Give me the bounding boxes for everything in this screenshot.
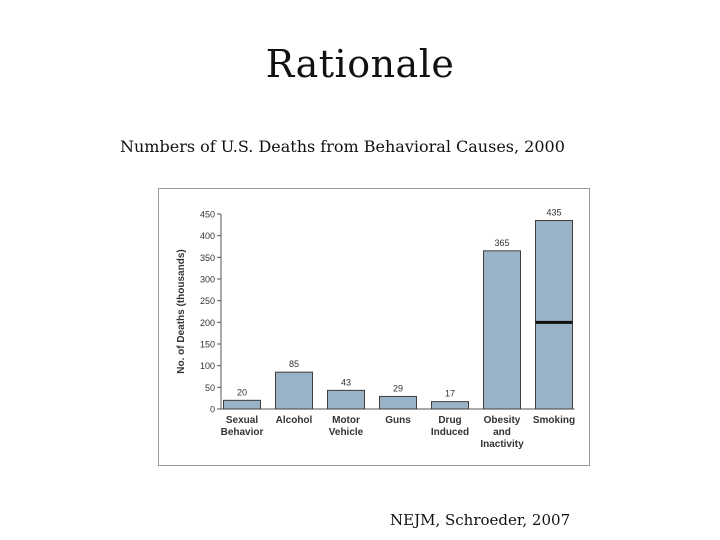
x-tick-label-line: Vehicle	[329, 427, 364, 438]
x-tick-label-line: Guns	[385, 415, 411, 426]
y-tick-label: 100	[200, 361, 215, 371]
citation: NEJM, Schroeder, 2007	[390, 511, 571, 529]
y-tick-label: 200	[200, 318, 215, 328]
y-tick-label: 400	[200, 231, 215, 241]
bar	[379, 395, 417, 410]
y-tick-label: 150	[200, 340, 215, 350]
x-tick-label-line: Smoking	[533, 415, 575, 426]
chart-frame: 0 50 100 150 200 250 300 350 400 450 No. of Deaths…	[158, 188, 590, 466]
chart-subtitle: Numbers of U.S. Deaths from Behavioral C…	[120, 137, 565, 156]
y-tick-label: 300	[200, 275, 215, 285]
data-label: 365	[494, 238, 509, 248]
bar	[483, 250, 521, 410]
x-tick-label: Motor Vehicle	[329, 415, 364, 438]
data-label: 435	[546, 208, 561, 218]
bar	[327, 389, 365, 410]
x-tick-label-line: Sexual	[226, 415, 258, 426]
x-tick-label: Guns	[385, 415, 411, 426]
bar	[275, 371, 313, 410]
y-tick-label: 0	[210, 405, 215, 415]
x-tick-label-line: Obesity	[484, 415, 521, 426]
data-label: 43	[341, 377, 351, 387]
bar	[431, 401, 469, 410]
data-label: 20	[237, 387, 247, 397]
x-tick-label: Smoking	[533, 415, 575, 426]
bar	[535, 220, 573, 410]
x-tick-label: Sexual Behavior	[221, 415, 264, 438]
x-tick-label: Obesity and Inactivity	[480, 415, 524, 450]
bar-chart: 0 50 100 150 200 250 300 350 400 450 No. of Deaths…	[176, 208, 575, 451]
y-tick-label: 350	[200, 253, 215, 263]
y-tick-label: 250	[200, 296, 215, 306]
data-label: 17	[445, 389, 455, 399]
x-tick-label-line: Induced	[431, 427, 469, 438]
x-tick-label-line: Motor	[332, 415, 360, 426]
x-tick-label-line: Inactivity	[480, 439, 524, 450]
slide-title: Rationale	[265, 42, 455, 86]
y-tick-label: 50	[205, 383, 215, 393]
data-label: 85	[289, 359, 299, 369]
x-tick-label: Drug Induced	[431, 415, 469, 438]
bar	[223, 399, 261, 410]
x-tick-label-line: Drug	[438, 415, 461, 426]
x-tick-label: Alcohol	[276, 415, 313, 426]
x-tick-label-line: Alcohol	[276, 415, 313, 426]
x-tick-label-line: Behavior	[221, 427, 264, 438]
x-tick-label-line: and	[493, 427, 511, 438]
data-label: 29	[393, 383, 403, 393]
y-tick-label: 450	[200, 210, 215, 220]
y-axis-title: No. of Deaths (thousands)	[176, 249, 187, 373]
